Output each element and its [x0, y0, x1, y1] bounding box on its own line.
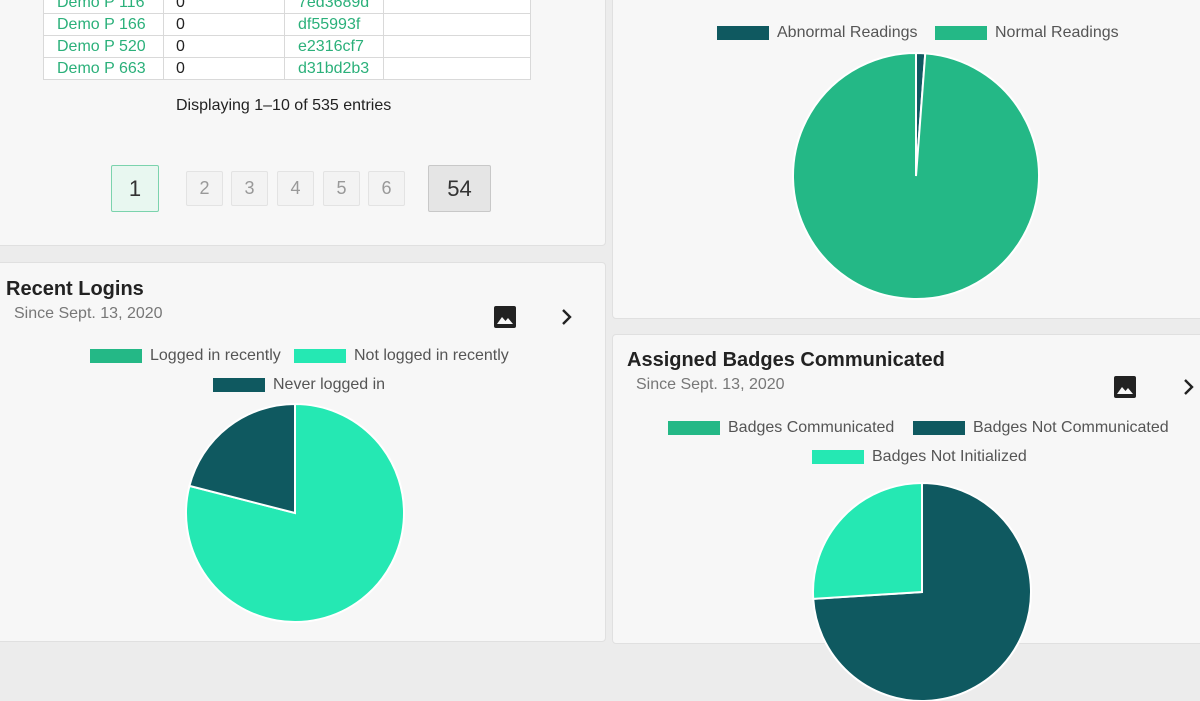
- page-button[interactable]: 4: [277, 171, 314, 206]
- empty-cell: [383, 0, 531, 14]
- page-button-last[interactable]: 54: [428, 165, 491, 212]
- legend-label: Never logged in: [273, 376, 386, 393]
- patient-id-link[interactable]: 7ed3689d: [284, 0, 384, 14]
- legend-not-logged-in-recently[interactable]: Not logged in recently: [294, 347, 509, 365]
- readings-slice-normal-readings[interactable]: [792, 51, 1040, 300]
- legend-label: Badges Not Initialized: [872, 448, 1027, 465]
- legend-swatch: [90, 349, 142, 363]
- legend-swatch: [668, 421, 720, 435]
- legend-never-logged-in[interactable]: Never logged in: [213, 376, 385, 394]
- recent-logins-card: Recent Logins Since Sept. 13, 2020 Logge…: [0, 262, 606, 642]
- patient-name-link[interactable]: Demo P 116: [43, 0, 164, 14]
- legend-abnormal-readings[interactable]: Abnormal Readings: [717, 24, 918, 42]
- legend-swatch: [294, 349, 346, 363]
- page-button[interactable]: 5: [323, 171, 360, 206]
- patient-id-link[interactable]: e2316cf7: [284, 35, 384, 58]
- page-button[interactable]: 3: [231, 171, 268, 206]
- legend-label: Not logged in recently: [354, 347, 509, 364]
- chevron-right-icon[interactable]: [557, 307, 577, 327]
- legend-label: Normal Readings: [995, 24, 1119, 41]
- table-row[interactable]: Demo P 166 0 df55993f: [43, 13, 531, 36]
- legend-label: Abnormal Readings: [777, 24, 918, 41]
- page-button[interactable]: 2: [186, 171, 223, 206]
- patients-table-card: Demo P 5400dd36d2b7Demo P 11607ed3689dDe…: [0, 0, 606, 246]
- page-button[interactable]: 6: [368, 171, 405, 206]
- legend-normal-readings[interactable]: Normal Readings: [935, 24, 1119, 42]
- patient-name-link[interactable]: Demo P 520: [43, 35, 164, 58]
- page-button-current[interactable]: 1: [111, 165, 159, 212]
- card-subtitle: Since Sept. 13, 2020: [14, 305, 163, 322]
- patient-count-cell: 0: [163, 35, 285, 58]
- legend-swatch: [913, 421, 965, 435]
- badges-card: Assigned Badges Communicated Since Sept.…: [612, 334, 1200, 701]
- readings-card: Abnormal Readings Normal Readings: [612, 0, 1200, 319]
- card-title: Recent Logins: [6, 278, 144, 300]
- empty-cell: [383, 57, 531, 80]
- patients-table: Demo P 5400dd36d2b7Demo P 11607ed3689dDe…: [43, 0, 531, 80]
- table-row[interactable]: Demo P 520 0 e2316cf7: [43, 35, 531, 58]
- badges-slice-badges-not-initialized[interactable]: [812, 481, 923, 600]
- patient-name-link[interactable]: Demo P 663: [43, 57, 164, 80]
- logins-slice-never-logged-in[interactable]: [188, 402, 296, 515]
- table-row[interactable]: Demo P 663 0 d31bd2b3: [43, 57, 531, 80]
- badges-pie-chart: [812, 481, 1032, 701]
- patient-count-cell: 0: [163, 57, 285, 80]
- entries-count-text: Displaying 1–10 of 535 entries: [176, 97, 392, 114]
- patient-id-link[interactable]: d31bd2b3: [284, 57, 384, 80]
- patient-id-link[interactable]: df55993f: [284, 13, 384, 36]
- card-subtitle: Since Sept. 13, 2020: [636, 376, 785, 393]
- card-title: Assigned Badges Communicated: [627, 349, 945, 371]
- patient-name-link[interactable]: Demo P 166: [43, 13, 164, 36]
- legend-badges-not-communicated[interactable]: Badges Not Communicated: [913, 419, 1169, 437]
- legend-label: Badges Not Communicated: [973, 419, 1169, 436]
- legend-logged-in-recently[interactable]: Logged in recently: [90, 347, 281, 365]
- patient-count-cell: 0: [163, 0, 285, 14]
- legend-label: Logged in recently: [150, 347, 281, 364]
- recent-logins-pie-chart: [185, 402, 405, 623]
- empty-cell: [383, 13, 531, 36]
- readings-pie-chart: [792, 51, 1040, 300]
- empty-cell: [383, 35, 531, 58]
- legend-swatch: [213, 378, 265, 392]
- chevron-right-icon[interactable]: [1179, 377, 1199, 397]
- legend-swatch: [717, 26, 769, 40]
- legend-label: Badges Communicated: [728, 419, 895, 436]
- image-icon[interactable]: [1113, 375, 1137, 399]
- legend-badges-communicated[interactable]: Badges Communicated: [668, 419, 894, 437]
- legend-badges-not-initialized[interactable]: Badges Not Initialized: [812, 448, 1027, 466]
- image-icon[interactable]: [493, 305, 517, 329]
- legend-swatch: [812, 450, 864, 464]
- legend-swatch: [935, 26, 987, 40]
- patient-count-cell: 0: [163, 13, 285, 36]
- table-row[interactable]: Demo P 116 0 7ed3689d: [43, 0, 531, 14]
